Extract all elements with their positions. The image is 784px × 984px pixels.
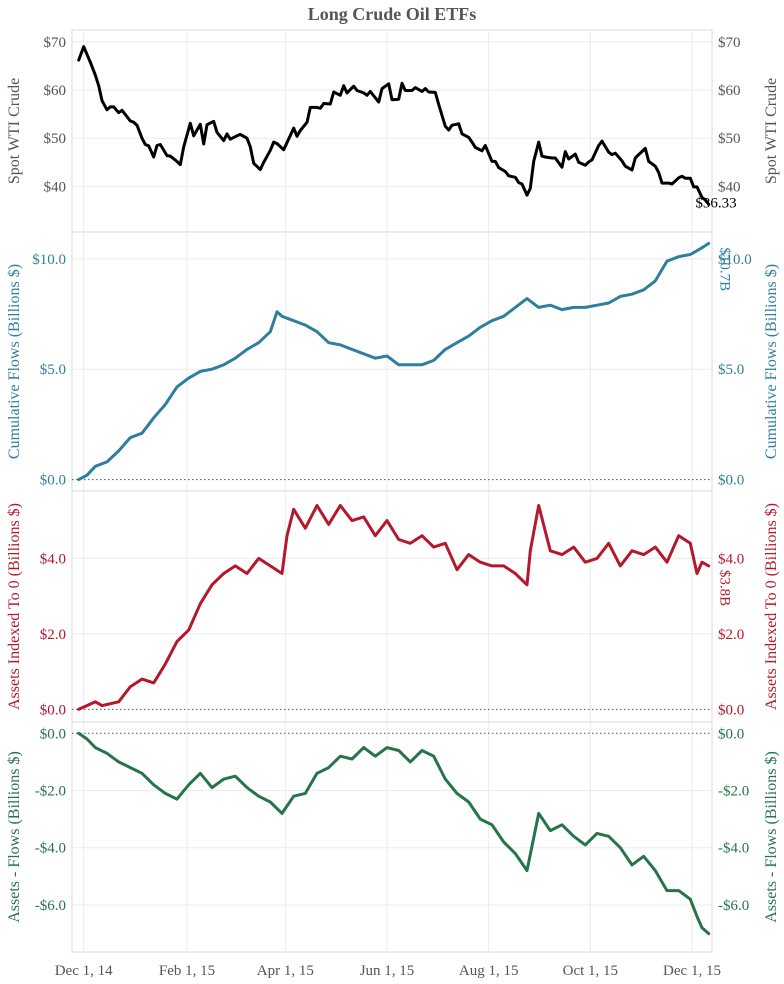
series-line-assets: [77, 504, 711, 711]
panel-crude: $40 $40 $50 $50 $60 $60 $70 $70 Spot WTI Crude Sp…: [6, 29, 780, 233]
y-tick-label-left: $0.0: [40, 473, 66, 489]
x-tick-label: Dec 1, 14: [55, 963, 113, 979]
chart-title: Long Crude Oil ETFs: [308, 4, 477, 24]
y-tick-label-right: $4.0: [718, 551, 744, 567]
y-tick-label-right: $50: [718, 131, 741, 147]
y-tick-label-left: $0.0: [40, 702, 66, 718]
panel-frame: [71, 721, 713, 953]
y-axis-label-left: Cumulative Flows (Billions $): [6, 264, 23, 459]
panel-flows: $0.0 $0.0 $5.0 $5.0 $10.0 $10.0 Cumulative Flo…: [6, 231, 780, 492]
y-tick-label-left: $4.0: [40, 551, 66, 567]
y-axis-label-left: Spot WTI Crude: [6, 78, 23, 184]
y-tick-label-right: $0.0: [718, 473, 744, 489]
x-tick-label: Oct 1, 15: [563, 963, 618, 979]
y-tick-label-left: $50: [44, 131, 67, 147]
y-tick-label-left: -$4.0: [35, 841, 66, 857]
y-tick-label-left: -$6.0: [35, 898, 66, 914]
y-axis-label-right: Cumulative Flows (Billions $): [763, 264, 780, 459]
y-tick-label-left: $2.0: [40, 627, 66, 643]
series-line-crude: [77, 45, 711, 206]
panel-diff: $0.0 $0.0 -$2.0 -$2.0 -$4.0 -$4.0 -$6.0 -$6.0 As…: [6, 721, 780, 953]
y-tick-label-right: -$2.0: [718, 784, 749, 800]
y-tick-label-left: $10.0: [32, 252, 66, 268]
y-tick-label-left: $70: [44, 35, 67, 51]
panel-frame: [71, 490, 713, 723]
x-tick-label: Apr 1, 15: [257, 963, 314, 979]
end-value-label: $36.33: [695, 195, 736, 211]
end-value-label: $3.8B: [717, 570, 733, 606]
y-tick-label-left: $5.0: [40, 362, 66, 378]
x-tick-label: Feb 1, 15: [159, 963, 215, 979]
y-tick-label-right: $10.0: [718, 252, 752, 268]
y-tick-label-left: $60: [44, 83, 67, 99]
y-tick-label-left: $40: [44, 179, 67, 195]
y-axis-label-right: Spot WTI Crude: [763, 78, 780, 184]
y-tick-label-right: $40: [718, 179, 741, 195]
y-tick-label-right: $70: [718, 35, 741, 51]
y-tick-label-left: -$2.0: [35, 784, 66, 800]
panel-assets: $0.0 $0.0 $2.0 $2.0 $4.0 $4.0 Assets Indexed T…: [6, 490, 780, 723]
panel-frame: [71, 29, 713, 233]
y-tick-label-right: -$6.0: [718, 898, 749, 914]
y-tick-label-right: -$4.0: [718, 841, 749, 857]
series-line-diff: [77, 731, 711, 936]
x-tick-label: Aug 1, 15: [459, 963, 519, 979]
y-tick-label-right: $5.0: [718, 362, 744, 378]
x-tick-label: Jun 1, 15: [360, 963, 415, 979]
chart-panels: $40 $40 $50 $50 $60 $60 $70 $70 Spot WTI Crude Sp…: [6, 29, 780, 953]
y-axis-label-left: Assets - Flows (Billions $): [6, 751, 23, 923]
y-tick-label-right: $0.0: [718, 726, 744, 742]
x-tick-label: Dec 1, 15: [663, 963, 721, 979]
y-axis-label-left: Assets Indexed To 0 (Billions $): [6, 503, 23, 710]
y-tick-label-right: $0.0: [718, 702, 744, 718]
y-axis-label-right: Assets Indexed To 0 (Billions $): [763, 503, 780, 710]
y-tick-label-right: $60: [718, 83, 741, 99]
y-tick-label-left: $0.0: [40, 726, 66, 742]
series-line-flows: [77, 241, 711, 482]
y-axis-label-right: Assets - Flows (Billions $): [763, 751, 780, 923]
y-tick-label-right: $2.0: [718, 627, 744, 643]
end-value-label: $10.7B: [717, 247, 733, 291]
x-axis: Dec 1, 14 Feb 1, 15 Apr 1, 15 Jun 1, 15 Aug …: [55, 963, 721, 979]
